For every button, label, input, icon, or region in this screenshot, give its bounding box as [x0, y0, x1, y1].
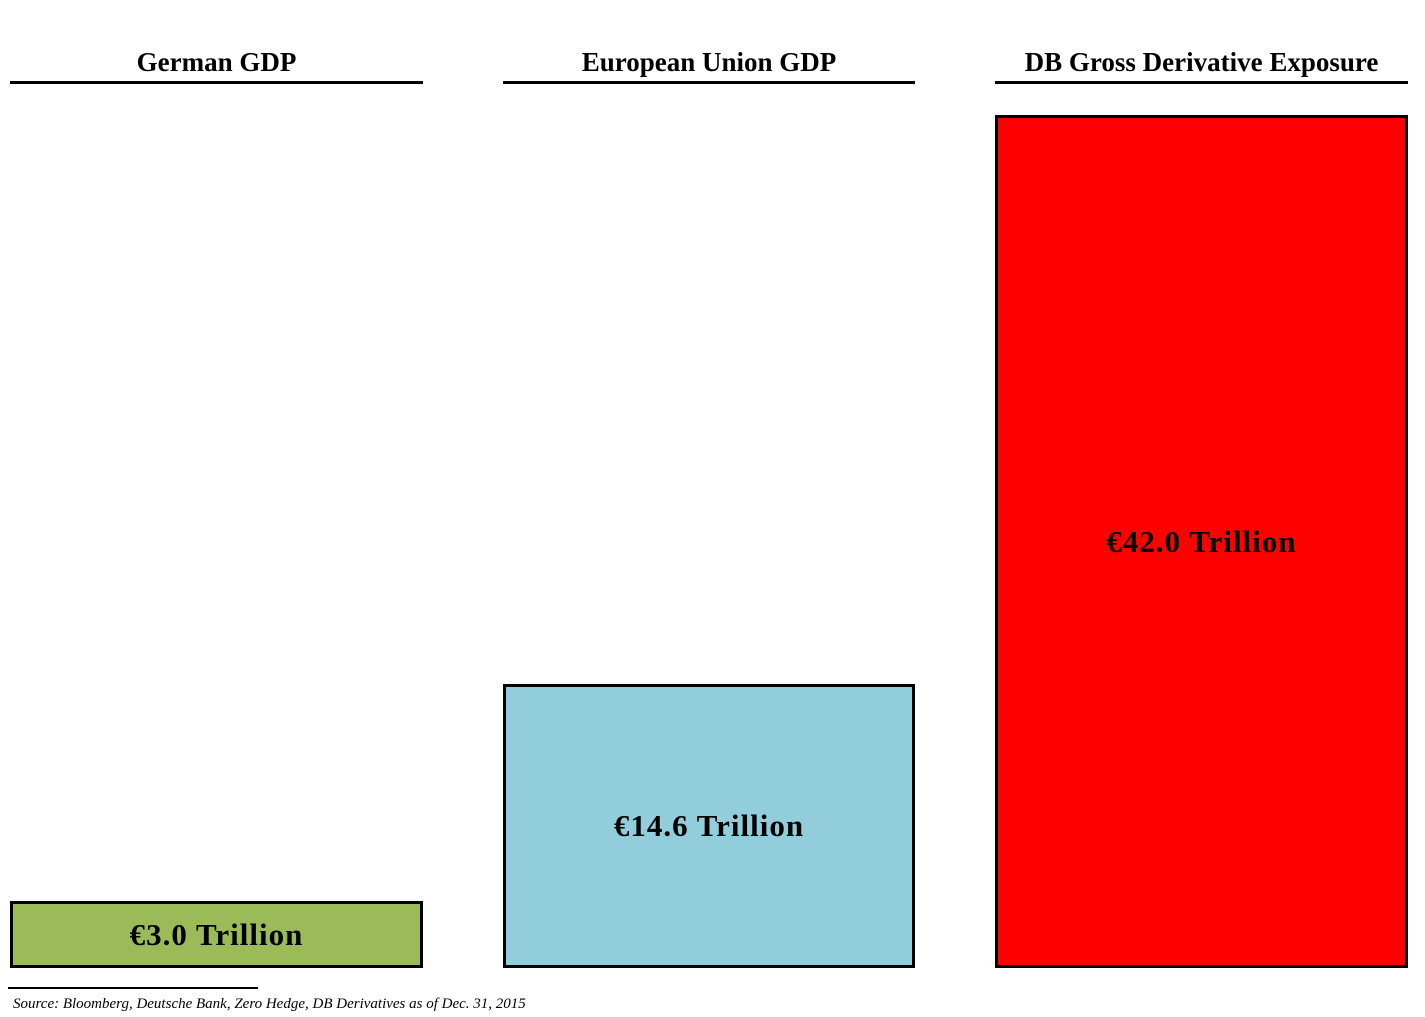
- bar-german-gdp: €3.0 Trillion: [10, 901, 423, 968]
- column-header-db-gross-derivative-exposure: DB Gross Derivative Exposure: [995, 44, 1408, 84]
- bar-value-label-db-gross-derivative-exposure: €42.0 Trillion: [1106, 523, 1297, 559]
- column-header-german-gdp: German GDP: [10, 44, 423, 84]
- bar-db-gross-derivative-exposure: €42.0 Trillion: [995, 115, 1408, 968]
- source-divider-line: [8, 987, 258, 989]
- column-header-european-union-gdp: European Union GDP: [503, 44, 915, 84]
- source-citation: Source: Bloomberg, Deutsche Bank, Zero H…: [13, 996, 526, 1012]
- bar-european-union-gdp: €14.6 Trillion: [503, 684, 915, 968]
- bar-value-label-european-union-gdp: €14.6 Trillion: [613, 808, 805, 843]
- bar-value-label-german-gdp: €3.0 Trillion: [129, 916, 304, 952]
